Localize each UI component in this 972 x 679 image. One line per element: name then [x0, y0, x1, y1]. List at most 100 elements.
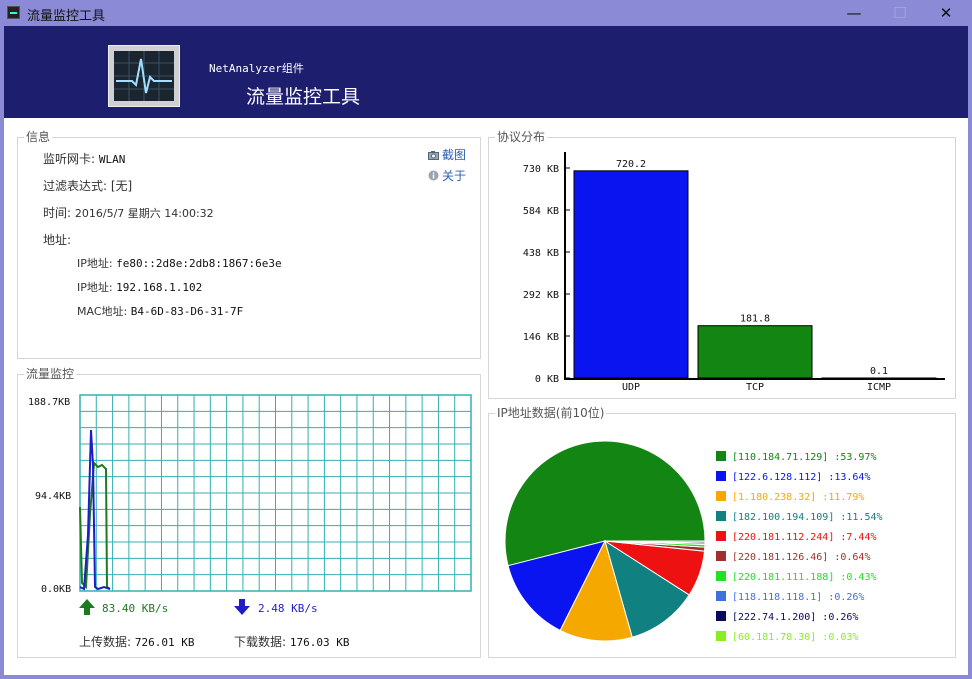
nic-value: WLAN	[98, 153, 126, 166]
bar-tcp	[697, 325, 813, 379]
bar-udp	[573, 170, 689, 379]
pie-legend-item: [220.181.112.244] :7.44%	[716, 531, 877, 543]
bar-yticks: 730 KB 584 KB 438 KB 292 KB 146 KB 0 KB	[523, 164, 570, 385]
bar-icmp	[821, 377, 937, 379]
pie-legend-item: [220.181.111.188] :0.43%	[716, 571, 877, 583]
legend-swatch	[716, 531, 726, 541]
time-row: 时间: 2016/5/7 星期六 14:00:32	[43, 204, 214, 221]
bar-data-label: 720.2	[616, 159, 646, 170]
bar-data-label: 181.8	[740, 314, 770, 325]
legend-label: [60.181.78.30] :0.03%	[732, 632, 859, 643]
bar-category-label: UDP	[622, 382, 640, 393]
ip-pie-chart	[504, 440, 706, 642]
pie-legend-item: [182.100.194.109] :11.54%	[716, 511, 883, 523]
upload-total-value: 726.01 KB	[134, 636, 195, 649]
legend-label: [220.181.111.188] :0.43%	[732, 572, 877, 583]
upload-total-row: 上传数据: 726.01 KB	[79, 633, 194, 650]
filter-value: [无]	[110, 179, 133, 193]
activity-monitor-icon	[108, 45, 180, 107]
address-label: 地址:	[43, 233, 72, 247]
window-border-right	[968, 26, 972, 679]
app-icon	[7, 6, 20, 19]
pie-slice-1	[504, 440, 706, 567]
protocol-bar-chart: 730 KB 584 KB 438 KB 292 KB 146 KB 0 KB 720.2…	[523, 152, 945, 393]
window-border-bottom	[0, 675, 972, 679]
protocol-group-title: 协议分布	[495, 130, 548, 144]
nic-row: 监听网卡: WLAN	[43, 150, 125, 167]
bar-ytick-label: 0 KB	[535, 374, 559, 385]
traffic-chart: 188.7KB 94.4KB 0.0KB	[28, 394, 472, 595]
legend-swatch	[716, 551, 726, 561]
pie-slice-3	[559, 539, 633, 642]
download-total-value: 176.03 KB	[289, 636, 350, 649]
time-label: 时间:	[43, 206, 72, 220]
window-title: 流量监控工具	[27, 9, 106, 24]
download-line	[79, 429, 111, 591]
legend-swatch	[716, 471, 726, 481]
close-button[interactable]: ✕	[939, 4, 953, 22]
traffic-ytick-min: 0.0KB	[41, 584, 71, 595]
info-icon	[428, 170, 439, 181]
legend-label: [110.184.71.129] :53.97%	[732, 452, 877, 463]
download-total-row: 下载数据: 176.03 KB	[234, 633, 349, 650]
bar-category-label: ICMP	[867, 382, 891, 393]
header-banner: NetAnalyzer组件 流量监控工具	[4, 26, 968, 118]
traffic-ytick-max: 188.7KB	[28, 397, 70, 408]
time-value: 2016/5/7 星期六 14:00:32	[74, 207, 214, 220]
ipv4-value: 192.168.1.102	[116, 281, 203, 294]
screenshot-link[interactable]: 截图	[428, 146, 466, 163]
mac-value: B4-6D-83-D6-31-7F	[130, 305, 244, 318]
pie-legend-item: [1.180.238.32] :11.79%	[716, 491, 864, 503]
filter-row: 过滤表达式: [无]	[43, 177, 132, 194]
pie-legend-item: [118.118.118.1] :0.26%	[716, 591, 864, 603]
bar-data-label: 0.1	[870, 366, 888, 377]
filter-label: 过滤表达式:	[43, 179, 108, 193]
legend-label: [220.181.126.46] :0.64%	[732, 552, 871, 563]
ipv6-row: IP地址: fe80::2d8e:2db8:1867:6e3e	[77, 255, 282, 271]
upload-rate: 83.40 KB/s	[102, 602, 169, 615]
legend-swatch	[716, 511, 726, 521]
ipv4-row: IP地址: 192.168.1.102	[77, 279, 202, 295]
info-group-title: 信息	[24, 130, 53, 144]
ipv4-label: IP地址:	[77, 281, 113, 294]
about-link-label: 关于	[442, 169, 467, 183]
bar-ytick-label: 730 KB	[523, 164, 559, 175]
legend-label: [1.180.238.32] :11.79%	[732, 492, 865, 503]
mac-label: MAC地址:	[77, 305, 128, 318]
legend-swatch	[716, 571, 726, 581]
pie-slice-4	[604, 539, 690, 638]
minimize-button[interactable]: —	[846, 4, 862, 22]
mac-row: MAC地址: B4-6D-83-D6-31-7F	[77, 303, 243, 319]
legend-swatch	[716, 491, 726, 501]
download-total-label: 下载数据:	[234, 635, 287, 649]
download-rate: 2.48 KB/s	[258, 602, 318, 615]
bar-marks: 720.2 UDP 181.8 TCP 0.1 ICMP	[573, 159, 937, 393]
bar-ytick-label: 146 KB	[523, 332, 559, 343]
legend-label: [118.118.118.1] :0.26%	[732, 592, 865, 603]
traffic-group: 流量监控 188.7KB 94.4KB 0.0KB 83.40 KB/s 2.4…	[17, 367, 481, 658]
window-titlebar: 流量监控工具 — ☐ ✕	[0, 0, 972, 26]
pie-legend-item: [122.6.128.112] :13.64%	[716, 471, 870, 483]
banner-subtitle: NetAnalyzer组件	[209, 62, 304, 75]
legend-swatch	[716, 591, 726, 601]
ipdata-group-title: IP地址数据(前10位)	[495, 406, 607, 420]
pie-legend-item: [222.74.1.200] :0.26%	[716, 611, 858, 623]
legend-label: [220.181.112.244] :7.44%	[732, 532, 877, 543]
traffic-group-title: 流量监控	[24, 367, 77, 381]
upload-total-label: 上传数据:	[79, 635, 132, 649]
screenshot-link-label: 截图	[442, 148, 467, 162]
legend-swatch	[716, 611, 726, 621]
pie-legend-item: [220.181.126.46] :0.64%	[716, 551, 870, 563]
pie-legend-item: [110.184.71.129] :53.97%	[716, 451, 877, 463]
maximize-button: ☐	[893, 4, 907, 22]
legend-swatch	[716, 451, 726, 461]
bar-ytick-label: 584 KB	[523, 206, 559, 217]
window-border-left	[0, 26, 4, 679]
info-group: 信息 监听网卡: WLAN 过滤表达式: [无] 时间: 2016/5/7 星期…	[17, 130, 481, 359]
protocol-group: 协议分布 730 KB 584 KB 438 KB 292 KB 146 KB 0 KB …	[488, 130, 956, 399]
legend-label: [222.74.1.200] :0.26%	[732, 612, 859, 623]
ipdata-group: IP地址数据(前10位)	[488, 406, 956, 658]
about-link[interactable]: 关于	[428, 167, 466, 184]
upload-arrow-icon	[79, 599, 95, 618]
pie-slice-2	[507, 540, 606, 632]
